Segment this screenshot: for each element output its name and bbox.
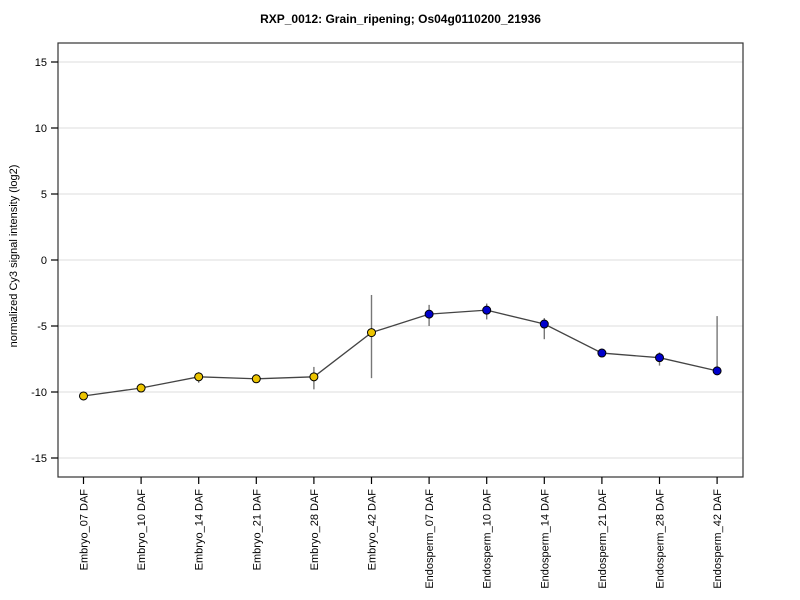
data-point [136, 383, 146, 393]
x-tick-label: Endosperm_14 DAF [539, 489, 551, 589]
y-tick-label: 15 [35, 57, 47, 69]
y-tick-label: 5 [41, 189, 47, 201]
data-point [309, 372, 319, 382]
x-tick-label: Embryo_14 DAF [194, 489, 206, 571]
data-point [655, 353, 664, 363]
x-tick-label: Endosperm_21 DAF [597, 489, 609, 589]
x-tick-label: Embryo_28 DAF [309, 489, 321, 571]
x-tick-label: Embryo_21 DAF [251, 489, 263, 571]
data-point [539, 319, 549, 329]
x-tick-label: Endosperm_07 DAF [424, 489, 436, 589]
x-tick-label: Endosperm_42 DAF [712, 489, 724, 589]
data-point [482, 305, 492, 315]
data-point [367, 328, 376, 338]
y-tick-label: -10 [31, 387, 47, 399]
data-point [79, 391, 88, 401]
chart-title: RXP_0012: Grain_ripening; Os04g0110200_2… [260, 12, 541, 26]
data-point [424, 309, 434, 319]
x-tick-label: Embryo_42 DAF [367, 489, 379, 571]
x-tick-label: Embryo_07 DAF [79, 489, 91, 571]
series-line [83, 309, 718, 397]
y-tick-label: -5 [37, 321, 47, 333]
y-tick-label: 10 [35, 123, 47, 135]
x-tick-label: Endosperm_10 DAF [482, 489, 494, 589]
x-tick-label: Endosperm_28 DAF [655, 489, 667, 589]
data-point [597, 348, 607, 358]
data-point [194, 372, 204, 382]
data-point [712, 366, 722, 376]
x-tick-label: Embryo_10 DAF [136, 489, 148, 571]
data-point [251, 374, 261, 384]
y-tick-label: 0 [41, 255, 47, 267]
y-tick-label: -15 [31, 453, 47, 465]
